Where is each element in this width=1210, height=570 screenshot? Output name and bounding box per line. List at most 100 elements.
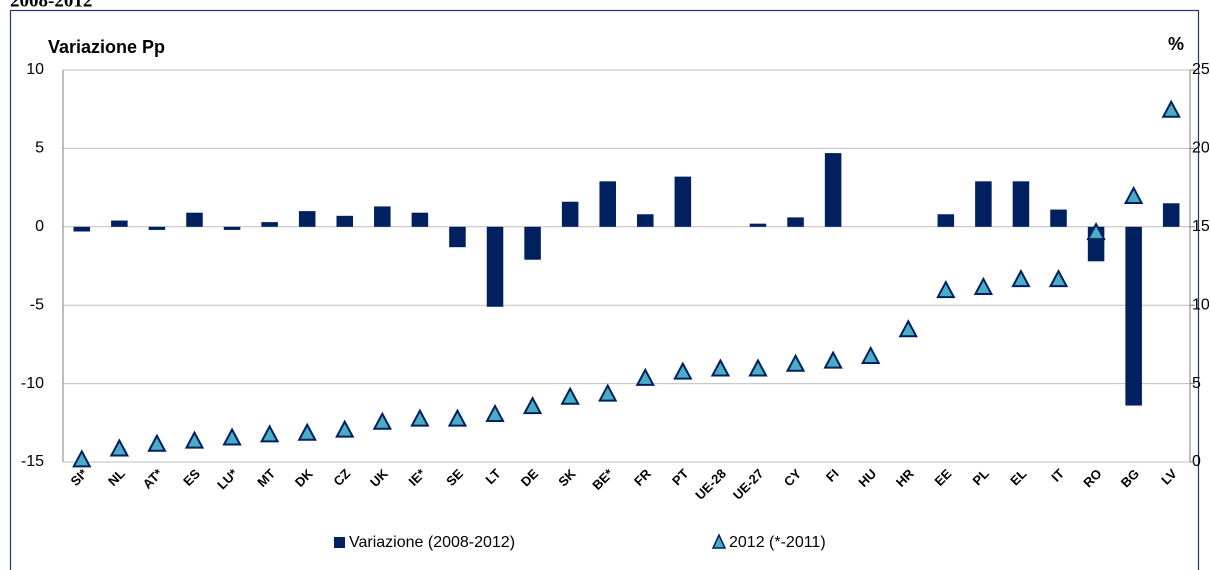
x-tick-label: IT	[1048, 466, 1067, 485]
bar	[261, 222, 278, 227]
x-tick-label: NL	[105, 466, 128, 489]
triangle-marker	[522, 395, 543, 415]
y2-tick-label: 5	[1192, 375, 1201, 392]
bar	[524, 226, 541, 260]
triangle-marker	[335, 419, 355, 438]
x-tick-label: DE	[518, 466, 542, 490]
triangle-marker	[748, 358, 768, 377]
triangle-marker	[861, 345, 881, 364]
y2-tick-label: 10	[1192, 296, 1210, 313]
x-tick-label: EL	[1007, 466, 1029, 488]
x-tick-label: UK	[367, 466, 391, 490]
y2-axis-label: %	[1168, 34, 1184, 54]
x-tick-label: LV	[1158, 466, 1180, 488]
triangle-marker	[673, 361, 693, 380]
y-tick-label: -10	[21, 375, 44, 392]
triangle-marker	[710, 358, 731, 377]
y-tick-label: -5	[30, 296, 44, 313]
bar	[787, 217, 804, 227]
bar	[1012, 181, 1030, 227]
bar	[1162, 203, 1180, 227]
legend-label: Variazione (2008-2012)	[349, 534, 515, 551]
triangle-marker	[1086, 221, 1106, 241]
x-tick-label: PL	[970, 466, 992, 488]
triangle-marker	[1048, 268, 1069, 288]
y-tick-label: 0	[35, 218, 44, 235]
bar	[1125, 226, 1142, 406]
bar	[749, 223, 767, 227]
bar	[937, 214, 955, 227]
legend-swatch	[334, 537, 345, 548]
x-tick-label: PT	[669, 466, 691, 488]
triangle-marker	[410, 408, 430, 427]
x-tick-label: SI*	[67, 465, 91, 489]
triangle-marker	[823, 350, 843, 369]
y-tick-label: 5	[35, 140, 44, 157]
x-tick-label: BG	[1118, 466, 1142, 490]
x-tick-label: IE*	[406, 465, 430, 489]
triangle-marker	[898, 319, 918, 338]
triangle-marker	[1161, 99, 1181, 118]
bar	[674, 176, 692, 227]
triangle-marker	[1011, 268, 1031, 288]
bar	[336, 215, 354, 227]
bar	[298, 211, 316, 227]
bar	[374, 206, 391, 227]
bar	[223, 226, 241, 230]
x-tick-label: UE-28	[692, 466, 729, 503]
x-tick-label: CZ	[330, 466, 353, 489]
triangle-marker	[1123, 185, 1144, 205]
y2-tick-label: 25	[1192, 61, 1210, 78]
triangle-marker	[485, 403, 505, 422]
triangle-marker	[222, 427, 242, 446]
bar	[486, 226, 504, 307]
bar	[148, 226, 166, 230]
triangle-marker	[259, 424, 280, 443]
triangle-marker	[72, 449, 92, 468]
x-tick-label: SE	[443, 466, 466, 489]
y2-tick-label: 20	[1192, 140, 1210, 157]
chart-title: 2008-2012	[10, 0, 92, 11]
triangle-marker	[184, 430, 205, 449]
x-tick-label: BE*	[589, 465, 617, 493]
x-tick-label: HR	[893, 466, 917, 490]
x-tick-label: SK	[555, 466, 579, 490]
triangle-marker	[372, 411, 392, 430]
x-tick-label: CY	[781, 466, 805, 490]
y-tick-label: 10	[26, 61, 44, 78]
triangle-marker	[973, 276, 994, 295]
triangle-marker	[447, 408, 468, 427]
bar	[637, 214, 654, 227]
legend-swatch	[711, 533, 727, 549]
bar	[411, 212, 429, 227]
bar	[561, 201, 579, 227]
x-tick-label: AT*	[140, 465, 166, 491]
y2-tick-label: 0	[1192, 453, 1201, 470]
x-tick-label: LT	[482, 466, 503, 487]
triangle-marker	[635, 367, 655, 386]
x-tick-label: UE-27	[730, 466, 767, 503]
x-tick-label: MT	[254, 466, 278, 490]
y2-tick-label: 15	[1192, 218, 1210, 235]
y-axis-label: Variazione Pp	[48, 37, 165, 57]
bar	[599, 181, 616, 227]
x-tick-label: HU	[855, 466, 879, 490]
triangle-marker	[785, 353, 806, 372]
legend-label: 2012 (*-2011)	[729, 534, 826, 551]
chart-border	[9, 9, 1200, 570]
x-tick-label: FR	[631, 466, 654, 489]
triangle-marker	[297, 422, 317, 441]
x-tick-label: LU*	[214, 465, 241, 492]
bar	[824, 153, 842, 227]
x-tick-label: EE	[931, 466, 954, 489]
bar	[111, 220, 128, 227]
x-tick-label: FI	[823, 466, 842, 485]
x-tick-label: RO	[1080, 466, 1104, 490]
bar	[73, 226, 91, 232]
triangle-marker	[147, 433, 167, 452]
triangle-marker	[598, 383, 618, 402]
bar	[449, 226, 466, 248]
bar	[186, 212, 203, 227]
